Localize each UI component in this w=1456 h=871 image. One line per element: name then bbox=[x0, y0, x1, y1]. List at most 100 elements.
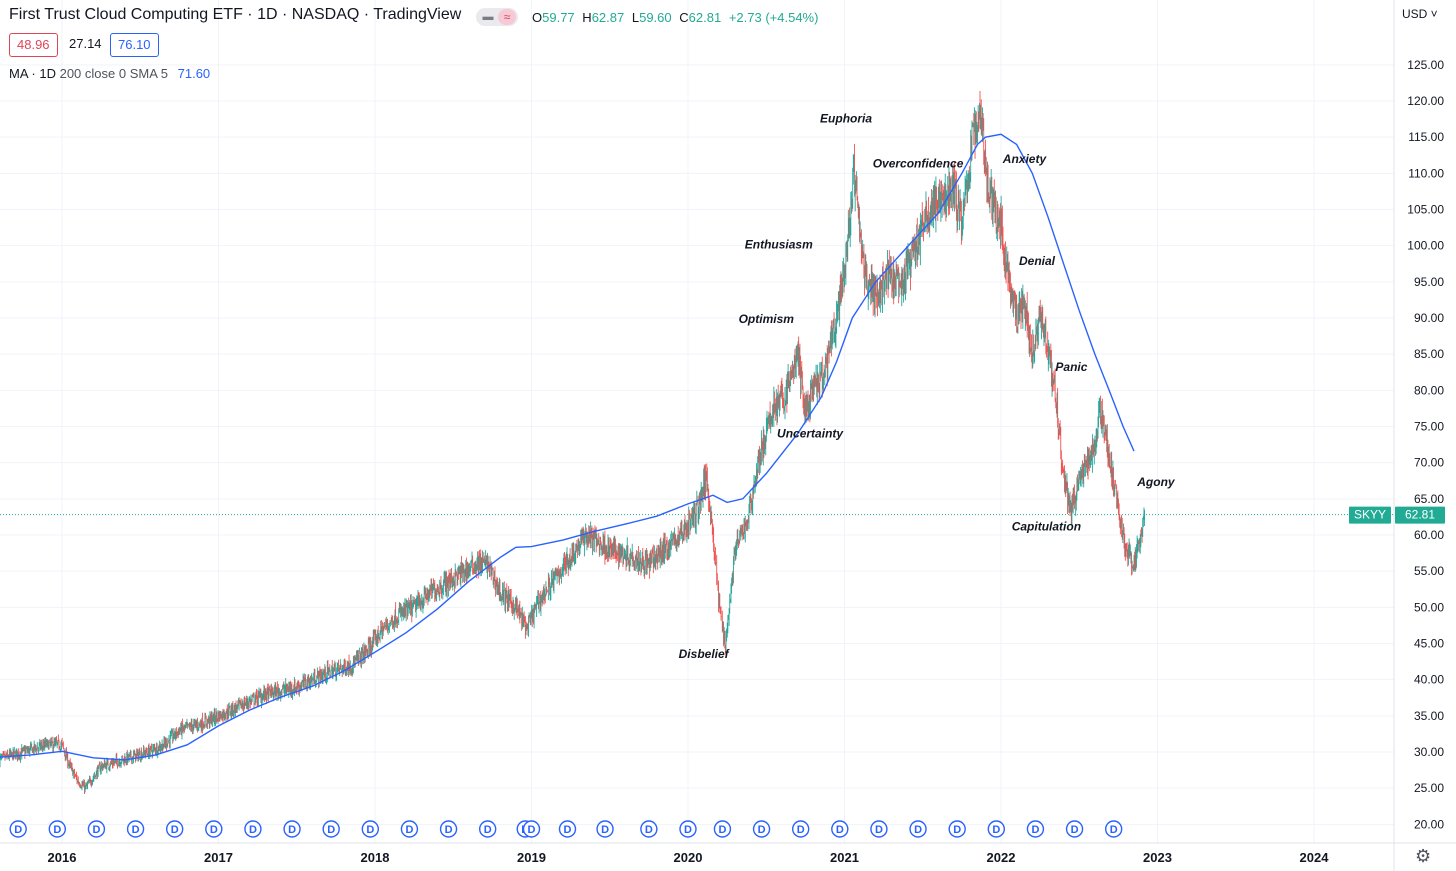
y-tick-label: 75.00 bbox=[1414, 420, 1444, 434]
dividend-marker-label: D bbox=[953, 824, 961, 836]
dividend-marker[interactable] bbox=[791, 820, 810, 838]
phase-annotation: Capitulation bbox=[1012, 520, 1081, 534]
dividend-marker[interactable] bbox=[478, 820, 497, 838]
x-tick-label: 2020 bbox=[674, 850, 703, 865]
dividend-marker-label: D bbox=[836, 824, 844, 836]
dividend-marker[interactable] bbox=[522, 820, 541, 838]
y-tick-label: 80.00 bbox=[1414, 383, 1444, 397]
y-tick-label: 55.00 bbox=[1414, 564, 1444, 578]
dividend-marker-label: D bbox=[564, 824, 572, 836]
dividend-marker[interactable] bbox=[244, 820, 262, 838]
ohlc-close-value: 62.81 bbox=[688, 10, 722, 25]
dividend-marker[interactable] bbox=[1026, 820, 1045, 838]
buy-price-box[interactable]: 76.10 bbox=[110, 33, 159, 57]
y-tick-label: 45.00 bbox=[1414, 636, 1444, 650]
dividend-marker[interactable] bbox=[870, 820, 888, 838]
dividend-marker[interactable] bbox=[283, 820, 301, 838]
dividend-marker-label: D bbox=[327, 824, 335, 836]
dividend-marker-label: D bbox=[484, 824, 492, 836]
x-tick-label: 2024 bbox=[1300, 850, 1330, 865]
phase-annotation: Euphoria bbox=[820, 112, 872, 126]
ohlc-open-value: 59.77 bbox=[542, 10, 575, 25]
indicator-params: 200 close 0 SMA 5 bbox=[59, 66, 168, 81]
dividend-marker[interactable] bbox=[909, 820, 927, 838]
dividend-marker-label: D bbox=[53, 824, 61, 836]
dividend-marker[interactable] bbox=[1104, 820, 1123, 838]
dividend-marker-label: D bbox=[366, 824, 374, 836]
currency-selector[interactable]: USD ˅ bbox=[1402, 7, 1438, 21]
phase-annotation: Disbelief bbox=[679, 647, 730, 661]
dividend-marker-label: D bbox=[1110, 824, 1118, 836]
y-tick-label: 40.00 bbox=[1414, 673, 1444, 687]
dividend-marker[interactable] bbox=[558, 820, 577, 838]
dividend-marker-label: D bbox=[797, 824, 805, 836]
dividend-marker[interactable] bbox=[400, 820, 419, 838]
dividend-marker[interactable] bbox=[439, 820, 458, 838]
dividend-marker[interactable] bbox=[361, 820, 380, 838]
x-tick-label: 2016 bbox=[48, 850, 77, 865]
y-tick-label: 20.00 bbox=[1414, 817, 1444, 831]
y-tick-label: 50.00 bbox=[1414, 600, 1444, 614]
dividend-marker-label: D bbox=[1031, 824, 1039, 836]
minus-icon[interactable]: ▬ bbox=[482, 11, 494, 23]
y-tick-label: 105.00 bbox=[1407, 203, 1444, 217]
dividend-marker-label: D bbox=[14, 824, 22, 836]
y-tick-label: 85.00 bbox=[1414, 347, 1444, 361]
dividend-marker[interactable] bbox=[1065, 820, 1084, 838]
ohlc-close-key: C bbox=[679, 10, 689, 25]
spread-value: 27.14 bbox=[69, 33, 102, 55]
dividend-marker[interactable] bbox=[831, 820, 849, 838]
phase-annotation: Enthusiasm bbox=[745, 238, 813, 252]
y-tick-label: 60.00 bbox=[1414, 528, 1444, 542]
sell-price-box[interactable]: 48.96 bbox=[9, 33, 58, 57]
symbol-tag-label: SKYY bbox=[1354, 508, 1386, 522]
dividend-marker[interactable] bbox=[322, 820, 340, 838]
moving-average-line bbox=[0, 133, 1135, 761]
dividend-marker-label: D bbox=[645, 824, 653, 836]
currency-label: USD bbox=[1402, 7, 1428, 21]
last-price-tag-label: 62.81 bbox=[1405, 508, 1435, 522]
dividend-marker[interactable] bbox=[48, 820, 67, 838]
last-price-tag bbox=[1395, 506, 1445, 524]
approx-icon[interactable]: ≈ bbox=[498, 9, 516, 25]
x-tick-label: 2021 bbox=[830, 850, 859, 865]
dividend-marker[interactable] bbox=[205, 820, 223, 838]
y-tick-label: 115.00 bbox=[1408, 130, 1444, 144]
dividend-marker[interactable] bbox=[713, 820, 732, 838]
ohlc-legend: O59.77 H62.87 L59.60 C62.81 +2.73 (+4.54… bbox=[532, 10, 822, 25]
dividend-marker-label: D bbox=[132, 824, 140, 836]
y-tick-label: 120.00 bbox=[1407, 94, 1444, 108]
dividend-marker[interactable] bbox=[987, 820, 1006, 838]
dividend-marker[interactable] bbox=[126, 820, 145, 838]
dividend-marker[interactable] bbox=[165, 820, 184, 838]
gear-icon[interactable]: ⚙ bbox=[1415, 846, 1432, 866]
dividend-marker[interactable] bbox=[640, 820, 658, 838]
dividend-marker[interactable] bbox=[9, 820, 27, 838]
indicator-value: 71.60 bbox=[177, 66, 211, 81]
y-tick-label: 70.00 bbox=[1414, 456, 1444, 470]
ohlc-high-value: 62.87 bbox=[591, 10, 625, 25]
dividend-marker[interactable] bbox=[87, 820, 106, 838]
chart-title: First Trust Cloud Computing ETF · 1D · N… bbox=[9, 6, 462, 23]
dividend-marker[interactable] bbox=[752, 820, 771, 838]
x-tick-label: 2017 bbox=[204, 850, 233, 865]
y-tick-label: 110.00 bbox=[1408, 166, 1444, 180]
dividend-marker-label: D bbox=[528, 824, 536, 836]
dividend-marker-label: D bbox=[758, 824, 766, 836]
indicator-legend[interactable]: MA · 1D 200 close 0 SMA 5 71.60 bbox=[9, 66, 210, 81]
chart-mode-toggle[interactable]: ▬ ≈ bbox=[476, 8, 518, 26]
dividend-marker-label: D bbox=[249, 824, 257, 836]
dividend-marker-label: D bbox=[92, 824, 100, 836]
dividend-marker[interactable] bbox=[948, 820, 966, 838]
phase-annotation: Agony bbox=[1136, 475, 1176, 489]
dividend-marker[interactable] bbox=[679, 820, 697, 838]
dividend-marker-label: D bbox=[601, 824, 609, 836]
phase-annotation: Overconfidence bbox=[873, 157, 964, 171]
phase-annotation: Optimism bbox=[739, 312, 795, 326]
y-tick-label: 90.00 bbox=[1414, 311, 1444, 325]
ohlc-open-key: O bbox=[532, 10, 543, 25]
ohlc-low-key: L bbox=[631, 10, 640, 25]
x-tick-label: 2019 bbox=[517, 850, 546, 865]
dividend-marker[interactable] bbox=[596, 820, 614, 838]
